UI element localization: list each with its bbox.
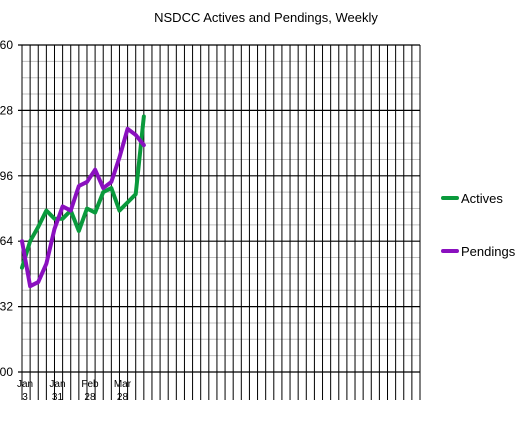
chart-grid (18, 44, 421, 400)
x-tick-label-day: 28 (84, 392, 96, 403)
x-tick-label-day: 28 (117, 392, 129, 403)
series-line-actives (20, 114, 146, 270)
y-tick-label: 428 (0, 103, 13, 117)
x-tick-label-month: Jan (49, 379, 65, 390)
y-tick-label: 460 (0, 38, 13, 52)
y-tick-label: 300 (0, 365, 13, 379)
x-axis-ticks: Jan 3 Jan 31 Feb 28 Mar 28 (17, 379, 132, 403)
y-tick-label: 332 (0, 300, 13, 314)
y-tick-label: 396 (0, 169, 13, 183)
x-tick-label-month: Mar (114, 379, 132, 390)
x-tick-label-month: Jan (17, 379, 33, 390)
y-axis-ticks: 300 332 364 396 428 460 (0, 38, 13, 379)
x-tick-label-month: Feb (81, 379, 99, 390)
chart-series (20, 114, 146, 289)
chart-title: NSDCC Actives and Pendings, Weekly (154, 10, 378, 25)
legend-label-actives: Actives (461, 191, 503, 206)
legend-label-pendings: Pendings (461, 244, 516, 259)
chart-legend: Actives Pendings (441, 191, 516, 259)
y-tick-label: 364 (0, 234, 13, 248)
x-tick-label-day: 3 (22, 392, 28, 403)
x-tick-label-day: 31 (52, 392, 64, 403)
series-line-pendings (20, 126, 146, 289)
